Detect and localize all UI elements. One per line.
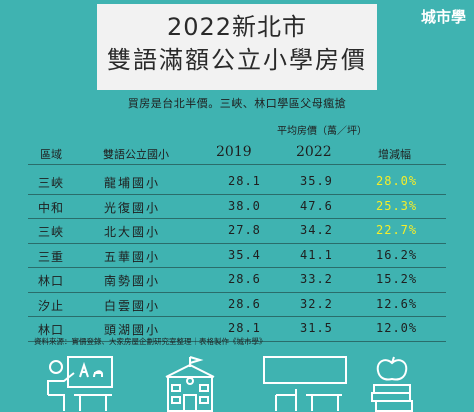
cell-change: 28.0%: [376, 174, 418, 188]
table-row: 三峽 北大國小 27.8 34.2 22.7%: [0, 219, 474, 245]
cell-district: 汐止: [38, 298, 65, 313]
table-row: 汐止 白雲國小 28.6 32.2 12.6%: [0, 293, 474, 319]
header-school: 雙語公立國小: [103, 148, 169, 161]
school-building-icon: [165, 356, 215, 412]
cell-price-2019: 28.6: [228, 296, 261, 311]
cell-price-2022: 35.9: [300, 174, 333, 188]
cell-school: 南勢國小: [104, 274, 161, 288]
cell-district: 中和: [38, 200, 65, 215]
cell-price-2019: 38.0: [228, 198, 261, 213]
cell-price-2019: 28.1: [228, 321, 261, 335]
table-row: 三峽 龍埔國小 28.1 35.9 28.0%: [0, 170, 474, 196]
cell-district: 三峽: [38, 176, 65, 190]
cell-change: 15.2%: [376, 272, 418, 286]
cell-price-2022: 32.2: [300, 296, 333, 311]
unit-label: 平均房價（萬／坪）: [277, 126, 367, 137]
books-apple-icon: [371, 356, 413, 412]
table-row: 中和 光復國小 38.0 47.6 25.3%: [0, 195, 474, 221]
header-2019: 2019: [216, 144, 252, 160]
cell-school: 頭湖國小: [104, 323, 161, 337]
cell-school: 五華國小: [104, 249, 161, 264]
cell-district: 林口: [38, 323, 65, 337]
cell-school: 北大國小: [104, 225, 161, 239]
cell-district: 林口: [38, 274, 65, 288]
cell-price-2019: 27.8: [228, 223, 261, 237]
cell-price-2022: 41.1: [300, 247, 333, 262]
cell-price-2022: 33.2: [300, 272, 333, 286]
header-district: 區域: [40, 148, 62, 161]
cell-change: 22.7%: [376, 223, 418, 237]
row-divider: [28, 218, 446, 219]
cell-change: 25.3%: [376, 198, 418, 213]
cell-change: 16.2%: [376, 247, 418, 262]
cell-school: 白雲國小: [104, 298, 161, 313]
cell-district: 三峽: [38, 225, 65, 239]
cell-price-2022: 34.2: [300, 223, 333, 237]
table-row: 三重 五華國小 35.4 41.1 16.2%: [0, 244, 474, 270]
page-title-main: 雙語滿額公立小學房價: [107, 46, 367, 74]
cell-change: 12.6%: [376, 296, 418, 311]
cell-change: 12.0%: [376, 321, 418, 335]
cell-price-2019: 28.6: [228, 272, 261, 286]
table-row: 林口 南勢國小 28.6 33.2 15.2%: [0, 268, 474, 294]
brand-logo: 城市學: [420, 8, 466, 26]
row-divider: [28, 193, 446, 195]
subtitle: 買房是台北半價。三峽、林口學區父母瘋搶: [127, 97, 347, 110]
page-title-year-city: 2022新北市: [166, 13, 308, 41]
cell-price-2022: 31.5: [300, 321, 333, 335]
cell-price-2022: 47.6: [300, 198, 333, 213]
row-divider: [28, 267, 446, 268]
teacher-classroom-icon: [47, 356, 113, 411]
cell-price-2019: 28.1: [228, 174, 261, 188]
source-note: 資料來源：實價登錄、大家房屋企劃研究室整理｜表格製作《城市學》: [34, 337, 267, 346]
title-box: 2022新北市 雙語滿額公立小學房價: [97, 4, 377, 90]
table-row: 林口 頭湖國小 28.1 31.5 12.0%: [0, 317, 474, 343]
row-divider: [28, 340, 446, 342]
header-2022: 2022: [296, 144, 332, 160]
student-desk-icon: [263, 356, 347, 411]
header-change: 增減幅: [378, 148, 411, 161]
row-divider: [28, 291, 446, 293]
cell-school: 龍埔國小: [104, 176, 161, 190]
header-rule: [28, 164, 446, 165]
row-divider: [28, 242, 446, 244]
cell-price-2019: 35.4: [228, 247, 261, 262]
cell-district: 三重: [38, 249, 65, 264]
row-divider: [28, 316, 446, 317]
cell-school: 光復國小: [104, 200, 161, 215]
